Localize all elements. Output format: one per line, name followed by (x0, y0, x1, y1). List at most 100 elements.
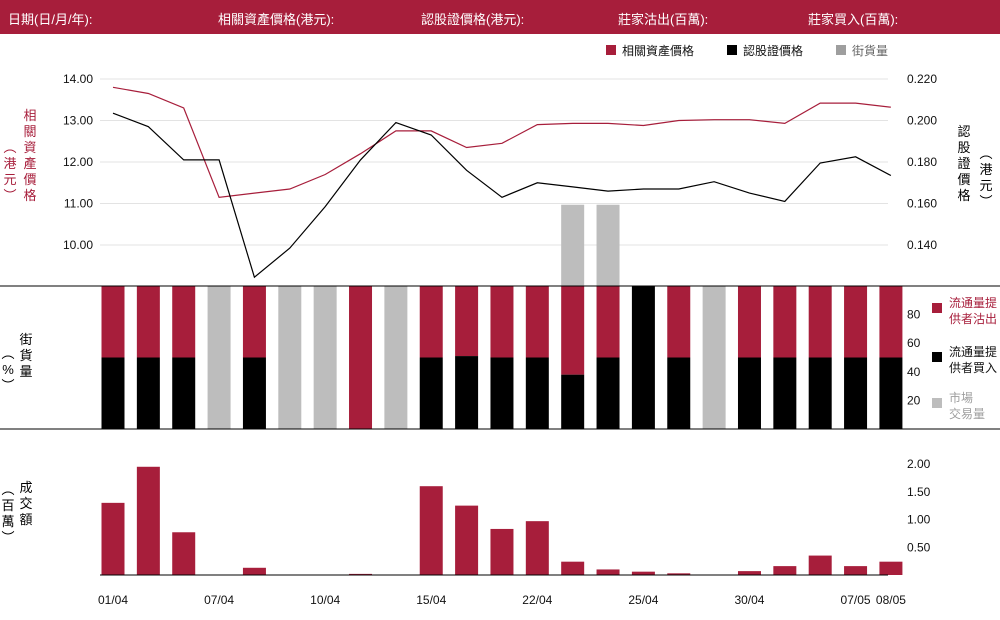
x-tick-label: 22/04 (522, 593, 552, 607)
market-volume-bar (702, 286, 726, 429)
mm-buy-bar (136, 357, 160, 429)
turnover-bar (667, 573, 691, 575)
y-right-tick-label: 0.140 (907, 238, 937, 252)
turnover-tick-label: 1.00 (907, 513, 931, 527)
x-tick-label: 30/04 (734, 593, 764, 607)
legend-label: 供者沽出 (949, 312, 997, 326)
market-volume-bar (313, 286, 337, 429)
legend-label: 市場 (949, 390, 973, 405)
y-left-tick-label: 12.00 (63, 155, 93, 169)
turnover-bar (101, 502, 125, 575)
asset-price-line (112, 86, 891, 198)
legend-label: 供者買入 (949, 361, 997, 375)
x-tick-label: 07/05 (841, 593, 871, 607)
turnover-tick-label: 0.50 (907, 540, 931, 554)
turnover-bar (490, 528, 514, 575)
mm-sell-bar (667, 286, 691, 358)
mm-sell-bar (596, 286, 620, 358)
y-left-tick-label: 10.00 (63, 238, 93, 252)
turnover-bar (879, 561, 903, 575)
mm-sell-bar (419, 286, 443, 358)
mm-buy-bar (808, 357, 832, 429)
mm-sell-bar (101, 286, 125, 358)
mm-buy-bar (172, 357, 196, 429)
x-tick-label: 25/04 (628, 593, 658, 607)
mm-sell-bar (737, 286, 761, 358)
legend-label: 流通量提 (949, 295, 997, 310)
mm-buy-bar (667, 357, 691, 429)
mm-sell-bar (808, 286, 832, 358)
turnover-tick-label: 1.50 (907, 485, 931, 499)
legend-swatch (727, 45, 737, 55)
legend-label: 認股證價格 (743, 43, 803, 58)
mm-sell-bar (136, 286, 160, 358)
turnover-bar (737, 571, 761, 575)
mm-sell-bar (455, 286, 479, 357)
warrant-axis-unit: ︵ 港元 ︶ (979, 146, 993, 209)
street-tick-label: 20 (907, 393, 921, 407)
mm-buy-bar (631, 286, 655, 429)
legend-label: 流通量提 (949, 344, 997, 359)
mm-buy-bar (490, 357, 514, 429)
warrant-axis-title: 認股證價格 (957, 124, 971, 203)
turnover-bar (561, 561, 585, 575)
mm-sell-bar (879, 286, 903, 358)
turnover-tick-label: 2.00 (907, 457, 931, 471)
market-volume-bar (384, 286, 408, 429)
turnover-bar (844, 566, 868, 575)
street-tick-label: 40 (907, 365, 921, 379)
turnover-bar (349, 573, 373, 575)
market-volume-bar (278, 286, 302, 429)
mm-buy-bar (525, 357, 549, 429)
turnover-bar (172, 532, 196, 575)
legend-swatch (836, 45, 846, 55)
turnover-bar (525, 521, 549, 575)
legend-label: 交易量 (949, 406, 985, 421)
x-tick-label: 08/05 (876, 593, 906, 607)
mm-buy-bar (773, 357, 797, 429)
y-right-tick-label: 0.220 (907, 72, 937, 86)
x-tick-label: 07/04 (204, 593, 234, 607)
y-left-tick-label: 13.00 (63, 114, 93, 128)
asset-price-label: 相關資產價格(港元): (218, 12, 335, 27)
y-right-tick-label: 0.160 (907, 197, 937, 211)
turnover-axis-title: 成交額 (19, 480, 33, 527)
y-left-tick-label: 11.00 (64, 197, 93, 211)
mm-sell-bar (349, 286, 373, 429)
turnover-bar (773, 566, 797, 575)
legend-swatch (606, 45, 616, 55)
mm-sell-bar (242, 286, 266, 358)
turnover-bar (419, 486, 443, 575)
turnover-bar (455, 505, 479, 575)
street-tick-label: 80 (907, 308, 921, 322)
legend-swatch (932, 303, 942, 313)
market-maker-sell-label: 莊家沽出(百萬): (618, 12, 709, 27)
y-right-tick-label: 0.180 (907, 155, 937, 169)
mm-buy-bar (879, 357, 903, 429)
mm-sell-bar (525, 286, 549, 358)
header-bar: 日期(日/月/年): 相關資產價格(港元): 認股證價格(港元): 莊家沽出(百… (0, 0, 1000, 34)
street-stock-bar (596, 204, 620, 286)
street-tick-label: 60 (907, 336, 921, 350)
turnover-bar (242, 567, 266, 575)
x-tick-label: 01/04 (98, 593, 128, 607)
turnover-axis-unit: ︵ 百萬 ︶ (1, 482, 15, 545)
mm-sell-bar (561, 286, 585, 375)
turnover-bar (596, 569, 620, 575)
turnover-bar (808, 555, 832, 575)
mm-buy-bar (561, 374, 585, 429)
legend-swatch (932, 352, 942, 362)
mm-sell-bar (490, 286, 514, 358)
mm-buy-bar (737, 357, 761, 429)
mm-buy-bar (596, 357, 620, 429)
mm-buy-bar (844, 357, 868, 429)
turnover-bar (136, 466, 160, 575)
date-label: 日期(日/月/年): (8, 12, 93, 27)
legend-label: 相關資產價格 (622, 43, 694, 58)
legend-swatch (932, 398, 942, 408)
warrant-price-label: 認股證價格(港元): (421, 12, 525, 27)
asset-axis-unit: ︵ 港元 ︶ (3, 140, 17, 203)
market-maker-buy-label: 莊家買入(百萬): (808, 12, 899, 27)
x-tick-label: 15/04 (416, 593, 446, 607)
mm-sell-bar (773, 286, 797, 358)
